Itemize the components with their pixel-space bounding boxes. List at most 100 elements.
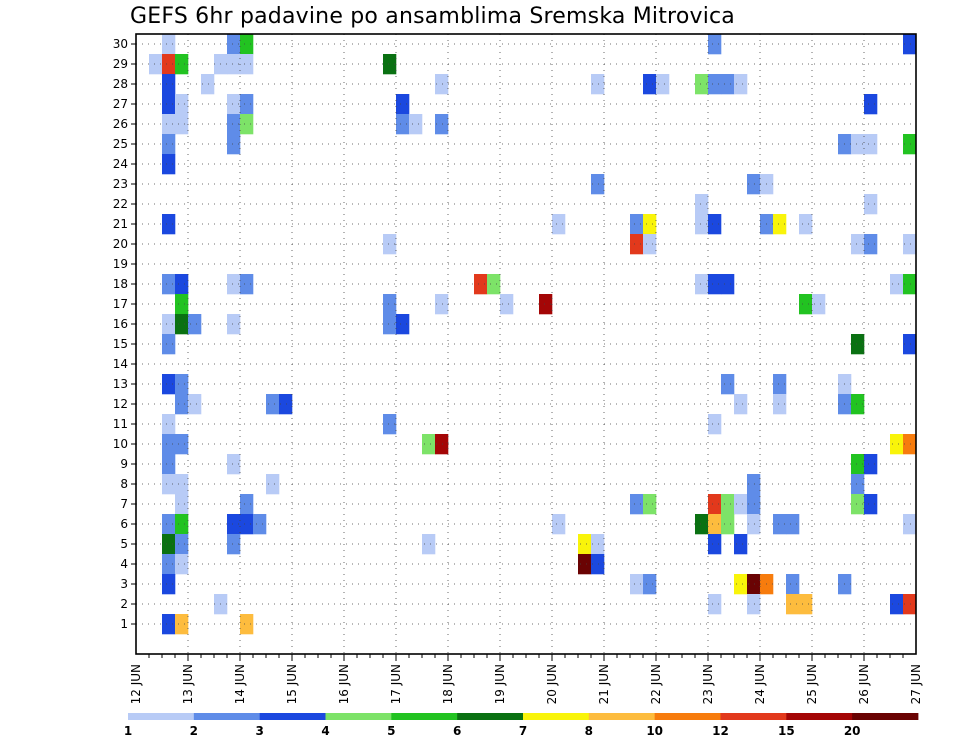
heatmap-cell bbox=[162, 414, 176, 435]
y-tick-label: 30 bbox=[113, 37, 128, 51]
heatmap-cell bbox=[630, 214, 644, 235]
y-tick-label: 13 bbox=[113, 377, 128, 391]
heatmap-cell bbox=[734, 494, 748, 515]
x-tick-label: 21 JUN bbox=[597, 664, 611, 704]
heatmap-cell bbox=[903, 594, 917, 615]
y-tick-label: 3 bbox=[120, 577, 128, 591]
heatmap-cell bbox=[487, 274, 501, 295]
heatmap-cell bbox=[162, 454, 176, 475]
heatmap-cell bbox=[227, 114, 241, 135]
heatmap-cell bbox=[162, 214, 176, 235]
heatmap-cell bbox=[695, 194, 709, 215]
heatmap-cell bbox=[708, 274, 722, 295]
heatmap-cell bbox=[162, 474, 176, 495]
color-scale-swatch bbox=[325, 713, 392, 720]
heatmap-cell bbox=[175, 114, 189, 135]
heatmap-cell bbox=[708, 34, 722, 55]
y-tick-label: 5 bbox=[120, 537, 128, 551]
y-tick-label: 6 bbox=[120, 517, 128, 531]
y-tick-label: 20 bbox=[113, 237, 128, 251]
heatmap-cell bbox=[162, 514, 176, 535]
color-scale-label: 20 bbox=[844, 724, 861, 738]
heatmap-cell bbox=[175, 394, 189, 415]
y-tick-label: 10 bbox=[113, 437, 128, 451]
heatmap-cell bbox=[162, 534, 176, 555]
heatmap-cell bbox=[162, 574, 176, 595]
heatmap-cell bbox=[500, 294, 514, 315]
color-scale-label: 7 bbox=[519, 724, 527, 738]
heatmap-cell bbox=[188, 314, 202, 335]
y-tick-label: 4 bbox=[120, 557, 128, 571]
heatmap-cell bbox=[227, 94, 241, 115]
heatmap-cell bbox=[279, 394, 293, 415]
color-scale-swatch bbox=[720, 713, 787, 720]
y-tick-label: 19 bbox=[113, 257, 128, 271]
heatmap-cell bbox=[799, 294, 813, 315]
heatmap-cell bbox=[864, 94, 878, 115]
color-scale-label: 12 bbox=[712, 724, 729, 738]
heatmap-cell bbox=[851, 454, 865, 475]
heatmap-cell bbox=[695, 514, 709, 535]
heatmap-cell bbox=[864, 454, 878, 475]
heatmap-cell bbox=[890, 274, 904, 295]
x-tick-label: 17 JUN bbox=[389, 664, 403, 704]
color-scale-swatch bbox=[391, 713, 458, 720]
heatmap-cell bbox=[396, 314, 410, 335]
heatmap-cell bbox=[864, 194, 878, 215]
heatmap-cell bbox=[903, 234, 917, 255]
heatmap-cell bbox=[721, 494, 735, 515]
color-scale-label: 4 bbox=[321, 724, 329, 738]
heatmap-cell bbox=[539, 294, 553, 315]
heatmap-cell bbox=[695, 74, 709, 95]
heatmap-cell bbox=[799, 214, 813, 235]
heatmap-cell bbox=[591, 534, 605, 555]
y-tick-label: 24 bbox=[113, 157, 128, 171]
heatmap-cell bbox=[227, 534, 241, 555]
y-tick-label: 29 bbox=[113, 57, 128, 71]
heatmap-cell bbox=[721, 274, 735, 295]
y-tick-label: 16 bbox=[113, 317, 128, 331]
heatmap-cell bbox=[734, 394, 748, 415]
heatmap-cell bbox=[903, 334, 917, 355]
heatmap-cell bbox=[708, 74, 722, 95]
heatmap-cell bbox=[747, 474, 761, 495]
x-tick-label: 16 JUN bbox=[337, 664, 351, 704]
color-scale-label: 3 bbox=[255, 724, 263, 738]
heatmap-cell bbox=[162, 134, 176, 155]
color-scale-swatch bbox=[588, 713, 656, 720]
heatmap-cell bbox=[240, 34, 254, 55]
heatmap-cell bbox=[175, 514, 189, 535]
heatmap-cell bbox=[227, 454, 241, 475]
x-tick-label: 25 JUN bbox=[805, 664, 819, 704]
y-tick-label: 17 bbox=[113, 297, 128, 311]
heatmap-cell bbox=[747, 574, 761, 595]
heatmap-cell bbox=[175, 474, 189, 495]
heatmap-cell bbox=[747, 514, 761, 535]
heatmap-cell bbox=[227, 54, 241, 75]
x-tick-label: 23 JUN bbox=[701, 664, 715, 704]
heatmap-cell bbox=[149, 54, 163, 75]
heatmap-cell bbox=[903, 274, 917, 295]
y-tick-label: 7 bbox=[120, 497, 128, 511]
heatmap-cell bbox=[734, 534, 748, 555]
heatmap-cells bbox=[149, 34, 917, 635]
heatmap-cell bbox=[227, 34, 241, 55]
y-tick-label: 2 bbox=[120, 597, 128, 611]
x-tick-label: 20 JUN bbox=[545, 664, 559, 704]
heatmap-cell bbox=[630, 574, 644, 595]
color-scale-swatch bbox=[654, 713, 721, 720]
heatmap-cell bbox=[383, 294, 397, 315]
heatmap-cell bbox=[630, 234, 644, 255]
color-scale-swatch bbox=[786, 713, 853, 720]
heatmap-cell bbox=[240, 494, 254, 515]
heatmap-cell bbox=[747, 174, 761, 195]
heatmap-cell bbox=[162, 334, 176, 355]
heatmap-cell bbox=[188, 394, 202, 415]
heatmap-cell bbox=[734, 574, 748, 595]
heatmap-cell bbox=[786, 514, 800, 535]
heatmap-cell bbox=[266, 474, 280, 495]
heatmap-cell bbox=[227, 314, 241, 335]
heatmap-cell bbox=[175, 94, 189, 115]
heatmap-cell bbox=[643, 574, 657, 595]
heatmap-cell bbox=[630, 494, 644, 515]
